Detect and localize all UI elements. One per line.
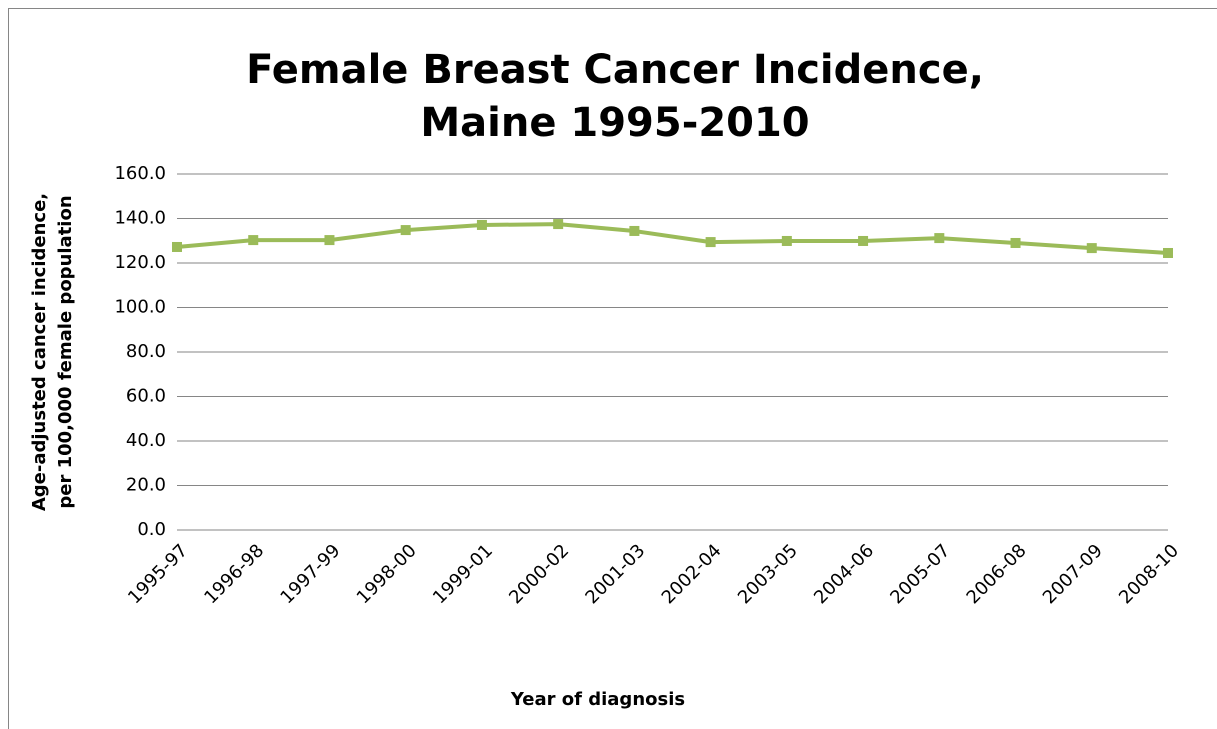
x-tick-label: 2001-03 <box>581 540 649 608</box>
y-tick-label: 160.0 <box>114 163 166 184</box>
x-tick-label: 1996-98 <box>200 540 268 608</box>
y-tick-label: 140.0 <box>114 208 166 229</box>
x-tick-label: 2005-07 <box>886 540 954 608</box>
marker <box>324 235 335 246</box>
y-axis-title: Age-adjusted cancer incidence, <box>29 193 50 511</box>
x-tick-label: 2007-09 <box>1039 540 1107 608</box>
y-tick-label: 60.0 <box>126 386 166 407</box>
marker <box>934 233 945 244</box>
y-tick-label: 100.0 <box>114 297 166 318</box>
y-tick-label: 80.0 <box>126 341 166 362</box>
chart-border <box>8 8 1217 729</box>
x-tick-label: 1998-00 <box>353 540 421 608</box>
marker <box>781 235 792 246</box>
marker <box>1010 237 1021 248</box>
x-axis-title: Year of diagnosis <box>510 689 685 710</box>
marker <box>172 241 182 252</box>
marker <box>476 219 487 230</box>
marker <box>400 225 411 236</box>
marker <box>1163 247 1173 258</box>
y-axis-title: per 100,000 female population <box>55 195 76 508</box>
x-tick-label: 2008-10 <box>1115 540 1183 608</box>
marker <box>629 225 640 236</box>
line <box>176 222 1169 255</box>
x-tick-label: 1997-99 <box>276 540 344 608</box>
y-tick-label: 20.0 <box>126 475 166 496</box>
marker <box>705 237 716 248</box>
marker <box>858 235 869 246</box>
marker <box>248 235 259 246</box>
marker <box>553 219 564 230</box>
x-tick-label: 2002-04 <box>658 540 726 608</box>
marker <box>1086 243 1097 254</box>
x-tick-label: 2006-08 <box>963 540 1031 608</box>
x-tick-label: 1999-01 <box>429 540 497 608</box>
x-tick-label: 2003-05 <box>734 540 802 608</box>
x-tick-label: 2004-06 <box>810 540 878 608</box>
y-tick-label: 120.0 <box>114 252 166 273</box>
x-tick-label: 1995-97 <box>124 540 192 608</box>
x-tick-label: 2000-02 <box>505 540 573 608</box>
y-tick-label: 40.0 <box>126 430 166 451</box>
y-tick-label: 0.0 <box>137 519 166 540</box>
chart-title: Maine 1995-2010 <box>420 100 809 146</box>
chart-title: Female Breast Cancer Incidence, <box>246 47 984 93</box>
